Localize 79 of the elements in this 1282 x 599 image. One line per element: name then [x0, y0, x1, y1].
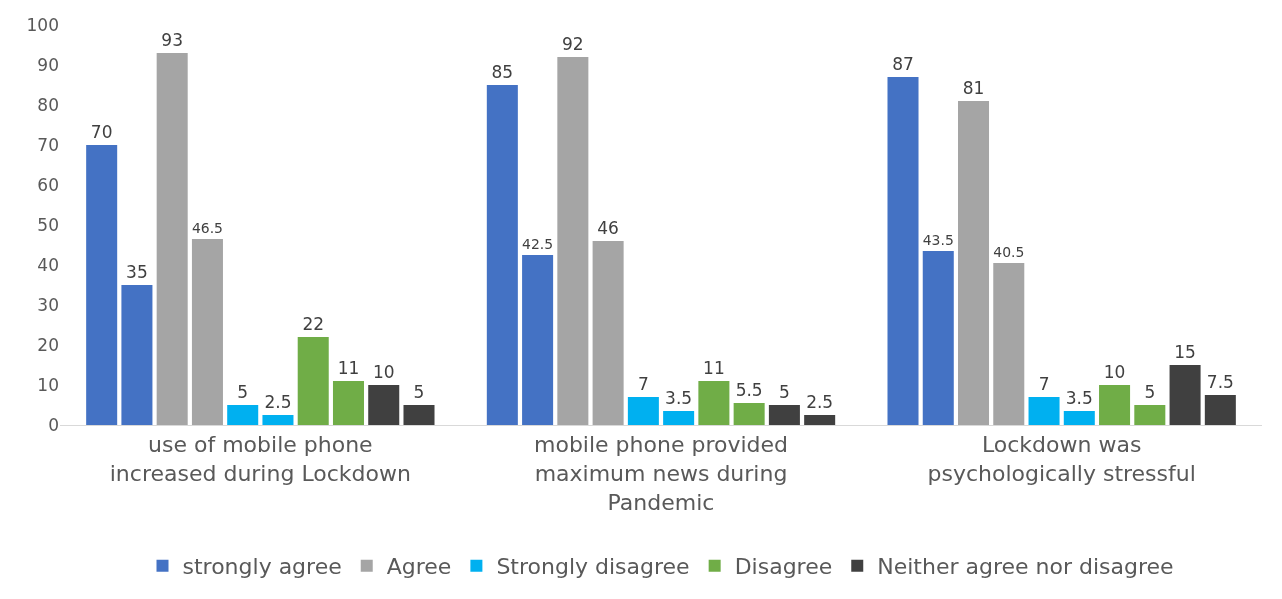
data-label: 2.5	[806, 392, 834, 412]
data-label: 46.5	[191, 219, 223, 236]
bar	[768, 405, 800, 425]
data-label: 5	[1144, 382, 1156, 402]
data-label: 46	[597, 218, 619, 238]
data-label: 15	[1174, 342, 1196, 362]
bar	[121, 285, 153, 425]
bar	[922, 251, 954, 425]
bar	[993, 263, 1025, 425]
x-tick-label: use of mobile phone increased during Lockdown	[109, 432, 411, 486]
data-label: 7.5	[1206, 372, 1234, 392]
data-label: 81	[962, 78, 985, 98]
y-tick-label: 0	[48, 414, 59, 435]
y-tick-label: 60	[37, 174, 59, 195]
bar	[733, 403, 765, 425]
data-label: 87	[892, 54, 914, 74]
data-label: 42.5	[522, 235, 554, 252]
bar	[156, 53, 188, 425]
data-label: 10	[1103, 362, 1126, 382]
data-label: 7	[1038, 374, 1050, 394]
bar	[522, 255, 554, 425]
legend-label: Neither agree nor disagree	[877, 554, 1174, 580]
y-tick-label: 90	[37, 54, 59, 75]
bar	[663, 411, 695, 425]
y-tick-label: 10	[37, 374, 59, 395]
y-tick-label: 50	[37, 214, 59, 235]
bar	[1204, 395, 1236, 425]
y-tick-label: 40	[37, 254, 59, 275]
y-tick-label: 30	[37, 294, 59, 315]
bar	[887, 77, 919, 425]
data-label: 10	[372, 362, 395, 382]
x-tick-label: Lockdown was psychologically stressful	[927, 432, 1196, 486]
bar	[368, 385, 400, 425]
data-label: 22	[302, 314, 325, 334]
bar	[86, 145, 118, 425]
bar	[1063, 411, 1095, 425]
bar	[227, 405, 259, 425]
bar	[262, 415, 294, 425]
legend-label: strongly agree	[182, 554, 342, 580]
bar	[332, 381, 364, 425]
data-label: 35	[126, 262, 148, 282]
data-label: 11	[703, 358, 725, 378]
data-label: 93	[161, 30, 184, 50]
bar	[297, 337, 329, 425]
bar	[592, 241, 624, 425]
data-label: 3.5	[1065, 388, 1093, 408]
legend-label: Agree	[386, 554, 452, 580]
data-label: 5	[237, 382, 249, 402]
bar	[1028, 397, 1060, 425]
bar	[698, 381, 730, 425]
data-label: 5	[778, 382, 790, 402]
bar	[403, 405, 435, 425]
bar	[1099, 385, 1131, 425]
data-label: 43.5	[922, 231, 954, 248]
data-label: 7	[637, 374, 649, 394]
data-label: 5.5	[735, 380, 763, 400]
data-label: 40.5	[993, 243, 1025, 260]
data-label: 2.5	[264, 392, 292, 412]
y-tick-label: 80	[37, 94, 59, 115]
bar	[627, 397, 659, 425]
bar	[486, 85, 518, 425]
y-tick-label: 70	[37, 134, 59, 155]
bar	[1134, 405, 1166, 425]
data-label: 92	[562, 34, 584, 54]
data-label: 85	[491, 62, 514, 82]
data-label: 3.5	[665, 388, 693, 408]
bar	[557, 57, 589, 425]
legend-label: Strongly disagree	[496, 554, 690, 580]
legend-label: Disagree	[734, 554, 833, 580]
bar	[958, 101, 990, 425]
data-label: 5	[413, 382, 425, 402]
y-tick-label: 20	[37, 334, 59, 355]
data-label: 11	[337, 358, 360, 378]
data-label: 70	[90, 122, 113, 142]
y-tick-label: 100	[26, 14, 59, 35]
bar	[191, 239, 223, 425]
x-tick-label: mobile phone provided maximum news during Pandemic	[533, 432, 789, 515]
bar	[804, 415, 836, 425]
bar	[1169, 365, 1201, 425]
